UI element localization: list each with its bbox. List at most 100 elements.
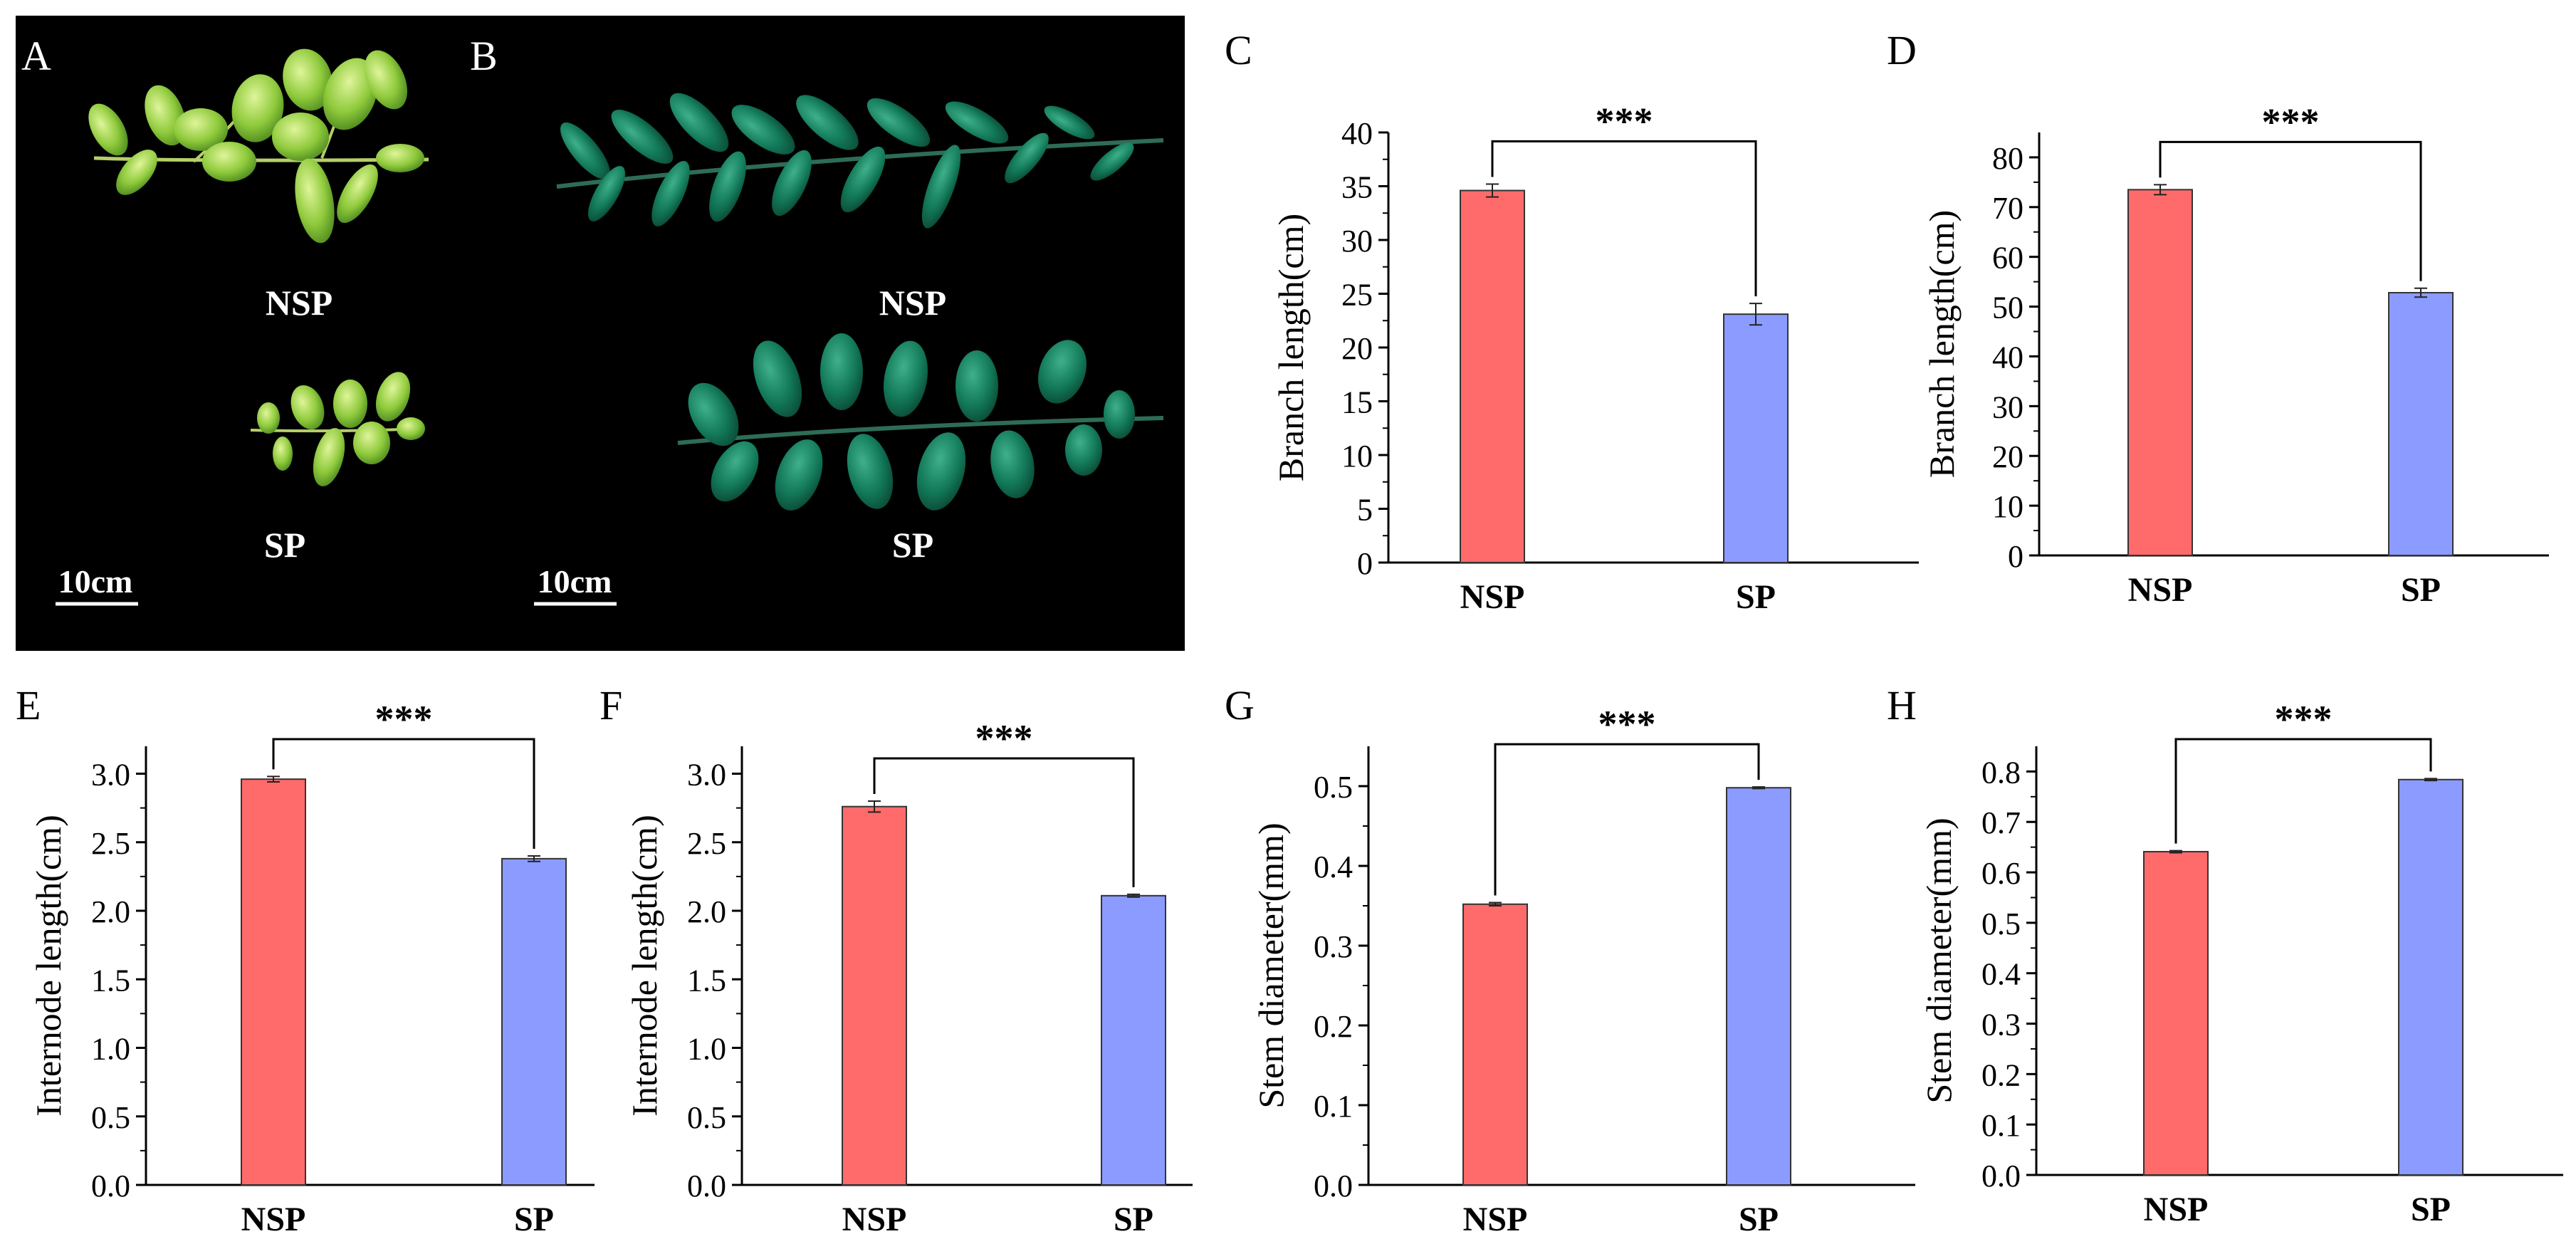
y-tick-label-e: 0.5	[91, 1100, 130, 1135]
y-tick-label-g: 0.5	[1314, 770, 1353, 805]
y-axis-label-h: Stem diameter(mm)	[1919, 817, 1959, 1103]
significance-bracket-f	[873, 757, 1135, 887]
significance-bracket-d	[2159, 140, 2422, 281]
panel-letter-d: D	[1887, 27, 1917, 73]
panel-b-sp-branch	[677, 333, 1164, 511]
bar-c-sp	[1723, 313, 1789, 563]
significance-bracket-g	[1494, 743, 1760, 896]
y-tick-label-d: 20	[1992, 439, 2023, 474]
y-tick-label-e: 3.0	[91, 758, 130, 793]
y-tick-label-d: 80	[1992, 141, 2023, 176]
panel-a-sp-branch	[250, 372, 425, 486]
bar-d-nsp	[2127, 189, 2193, 557]
y-tick-label-g: 0.2	[1314, 1009, 1353, 1044]
category-label-d: NSP	[2128, 571, 2193, 609]
y-tick-label-f: 0.5	[687, 1100, 726, 1135]
significance-stars-c: ***	[1596, 100, 1653, 142]
panel-a-scale-label: 10cm	[58, 563, 133, 600]
panel-b-nsp-branch	[556, 93, 1164, 229]
y-tick-label-h: 0.8	[1981, 755, 2021, 790]
bar-h-sp	[2398, 778, 2464, 1176]
significance-bracket-c	[1491, 140, 1757, 297]
y-tick-label-f: 1.5	[687, 963, 726, 998]
bar-g-sp	[1726, 787, 1791, 1186]
significance-stars-e: ***	[375, 698, 433, 741]
panel-letter-h: H	[1887, 682, 1917, 728]
y-tick-label-c: 30	[1341, 224, 1373, 258]
category-label-e: NSP	[241, 1201, 306, 1238]
panel-letter-f: F	[600, 682, 622, 728]
y-tick-label-f: 1.0	[687, 1032, 726, 1067]
panel-a-nsp-label: NSP	[266, 283, 333, 323]
y-tick-label-d: 70	[1992, 191, 2023, 226]
y-tick-label-h: 0.0	[1981, 1159, 2021, 1193]
y-tick-label-d: 10	[1992, 489, 2023, 524]
category-label-g: SP	[1739, 1201, 1779, 1238]
y-tick-label-h: 0.3	[1981, 1008, 2021, 1043]
category-label-h: SP	[2411, 1191, 2451, 1228]
category-label-e: SP	[514, 1201, 554, 1238]
y-tick-label-d: 60	[1992, 241, 2023, 276]
panel-b-sp-label: SP	[892, 525, 933, 565]
y-tick-label-g: 0.4	[1314, 850, 1353, 884]
y-tick-label-d: 30	[1992, 390, 2023, 424]
y-tick-label-d: 50	[1992, 291, 2023, 325]
category-label-c: SP	[1736, 578, 1776, 616]
y-axis-label-g: Stem diameter(mm)	[1251, 822, 1291, 1108]
y-tick-label-e: 2.5	[91, 826, 130, 861]
y-tick-label-c: 10	[1341, 439, 1373, 474]
bar-f-nsp	[842, 805, 907, 1186]
y-tick-label-d: 40	[1992, 340, 2023, 375]
category-label-g: NSP	[1463, 1201, 1528, 1238]
bar-h-nsp	[2143, 851, 2209, 1176]
y-tick-label-f: 2.0	[687, 894, 726, 929]
bar-f-sp	[1101, 894, 1166, 1186]
significance-stars-f: ***	[975, 717, 1033, 760]
y-tick-label-h: 0.5	[1981, 906, 2021, 941]
category-label-d: SP	[2401, 571, 2441, 609]
y-tick-label-h: 0.6	[1981, 856, 2021, 891]
y-tick-label-g: 0.3	[1314, 929, 1353, 964]
y-axis-label-c: Branch length(cm)	[1271, 214, 1311, 481]
y-tick-label-e: 2.0	[91, 894, 130, 929]
bar-e-nsp	[241, 778, 306, 1186]
y-tick-label-f: 0.0	[687, 1169, 726, 1203]
y-tick-label-d: 0	[2008, 539, 2023, 574]
y-tick-label-h: 0.2	[1981, 1057, 2021, 1092]
panel-letter-g: G	[1225, 682, 1255, 728]
y-tick-label-g: 0.0	[1314, 1169, 1353, 1203]
y-axis-label-e: Internode length(cm)	[28, 815, 68, 1116]
category-label-f: SP	[1114, 1201, 1153, 1238]
category-label-c: NSP	[1460, 578, 1525, 616]
significance-stars-h: ***	[2275, 698, 2332, 741]
category-label-h: NSP	[2144, 1191, 2209, 1228]
significance-bracket-e	[272, 738, 535, 849]
y-tick-label-g: 0.1	[1314, 1089, 1353, 1124]
y-tick-label-e: 1.0	[91, 1032, 130, 1067]
panel-b-scale-label: 10cm	[538, 563, 612, 600]
y-axis-label-d: Branch length(cm)	[1922, 210, 1962, 478]
panel-letter-c: C	[1225, 27, 1252, 73]
y-tick-label-c: 20	[1341, 331, 1373, 366]
y-tick-label-c: 35	[1341, 170, 1373, 205]
significance-stars-g: ***	[1598, 703, 1656, 746]
bar-e-sp	[501, 857, 567, 1186]
panel-a-nsp-branch	[88, 48, 429, 244]
y-tick-label-f: 2.5	[687, 826, 726, 861]
y-tick-label-e: 1.5	[91, 963, 130, 998]
y-tick-label-h: 0.7	[1981, 805, 2021, 840]
bar-d-sp	[2388, 292, 2454, 556]
bar-c-nsp	[1460, 189, 1525, 564]
panel-a-sp-label: SP	[264, 525, 305, 565]
y-tick-label-h: 0.4	[1981, 957, 2021, 992]
y-tick-label-f: 3.0	[687, 758, 726, 793]
panel-b-nsp-label: NSP	[879, 283, 946, 323]
y-tick-label-h: 0.1	[1981, 1108, 2021, 1143]
plant-photos: NSP SP 10cm	[56, 48, 1164, 606]
category-label-f: NSP	[842, 1201, 907, 1238]
y-tick-label-e: 0.0	[91, 1169, 130, 1203]
y-tick-label-c: 0	[1357, 546, 1373, 581]
y-tick-label-c: 25	[1341, 278, 1373, 313]
panel-letter-e: E	[16, 682, 41, 728]
